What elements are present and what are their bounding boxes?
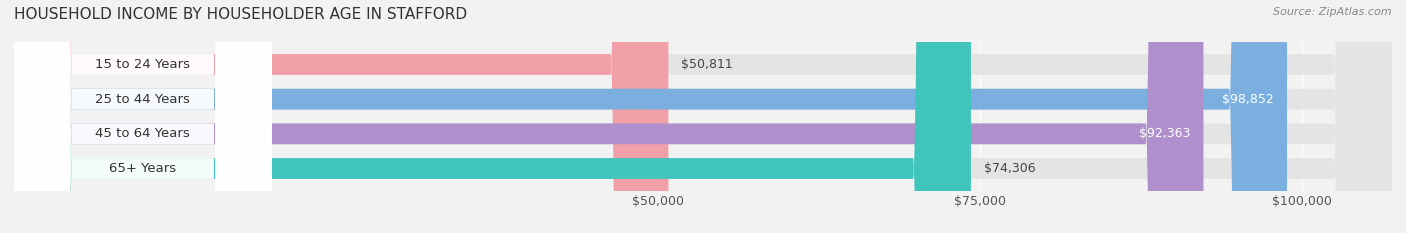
FancyBboxPatch shape: [14, 0, 1286, 233]
Text: 45 to 64 Years: 45 to 64 Years: [96, 127, 190, 140]
FancyBboxPatch shape: [14, 0, 668, 233]
FancyBboxPatch shape: [14, 0, 1392, 233]
Text: $50,811: $50,811: [682, 58, 733, 71]
FancyBboxPatch shape: [14, 0, 972, 233]
FancyBboxPatch shape: [14, 0, 1392, 233]
Text: Source: ZipAtlas.com: Source: ZipAtlas.com: [1274, 7, 1392, 17]
FancyBboxPatch shape: [14, 0, 1392, 233]
FancyBboxPatch shape: [14, 0, 271, 233]
Text: 15 to 24 Years: 15 to 24 Years: [96, 58, 190, 71]
Text: $74,306: $74,306: [984, 162, 1035, 175]
FancyBboxPatch shape: [14, 0, 271, 233]
FancyBboxPatch shape: [14, 0, 271, 233]
FancyBboxPatch shape: [14, 0, 1204, 233]
Text: $98,852: $98,852: [1222, 93, 1274, 106]
Text: $92,363: $92,363: [1139, 127, 1191, 140]
FancyBboxPatch shape: [14, 0, 1392, 233]
FancyBboxPatch shape: [14, 0, 271, 233]
Text: HOUSEHOLD INCOME BY HOUSEHOLDER AGE IN STAFFORD: HOUSEHOLD INCOME BY HOUSEHOLDER AGE IN S…: [14, 7, 467, 22]
Text: 25 to 44 Years: 25 to 44 Years: [96, 93, 190, 106]
Text: 65+ Years: 65+ Years: [110, 162, 176, 175]
